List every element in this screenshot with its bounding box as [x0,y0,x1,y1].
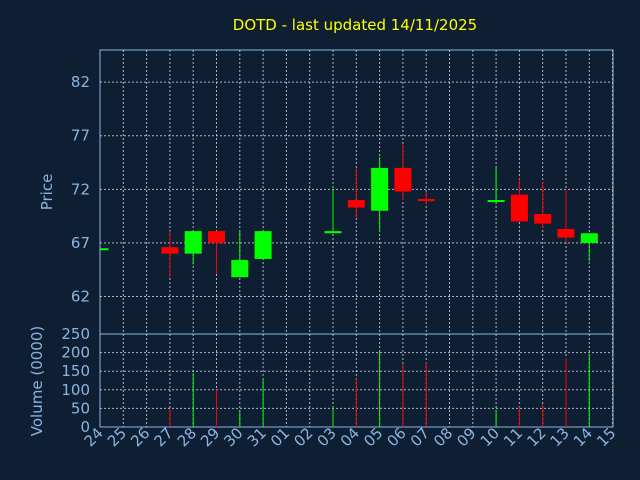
candle-04 [347,167,365,219]
candle-30 [231,231,249,278]
price-axis-label: Price [38,174,56,211]
candle-body [510,194,528,222]
price-y-tick-label: 82 [71,73,90,91]
candle-05 [371,157,389,233]
candle-29 [208,231,225,274]
candle-28 [184,231,202,265]
candle-body [487,200,505,203]
candle-07 [417,191,435,205]
chart-title: DOTD - last updated 14/11/2025 [233,16,477,34]
x-axis-label: Day [333,458,363,476]
candle-body [184,231,202,254]
candle-10 [487,167,505,205]
price-y-tick-label: 62 [71,287,90,305]
candle-12 [534,181,552,228]
candle-body [394,167,412,192]
candle-body [580,233,598,243]
candle-27 [161,231,179,278]
candle-06 [394,144,412,201]
candle-13 [557,189,575,243]
candle-31 [254,231,272,259]
candle-body [231,260,249,278]
candles [100,144,598,278]
volume-y-tick-label: 150 [61,362,90,380]
candle-body [100,248,109,251]
candle-body [161,247,179,254]
price-y-tick-label: 72 [71,180,90,198]
x-ticks: 2425262728293031010203040506070809101112… [81,424,620,450]
candle-body [417,198,435,202]
volume-y-tick-label: 200 [61,344,90,362]
candle-body [371,167,389,211]
candle-14 [580,233,598,262]
volume-bars [169,350,590,427]
price-panel: 62 67 72 77 82 [71,49,614,335]
volume-axis-label: Volume (0000) [28,326,46,436]
candle-body [208,231,225,243]
candle-body [254,231,272,259]
volume-y-tick-label: 50 [71,399,90,417]
candle-body [534,213,552,224]
price-y-tick-label: 77 [71,127,90,145]
volume-y-tick-label: 0 [80,418,90,436]
price-y-ticks: 62 67 72 77 82 [71,73,90,305]
price-y-tick-label: 67 [71,234,90,252]
candle-11 [510,178,528,222]
candle-body [557,228,575,238]
candle-body [324,231,342,234]
volume-y-tick-label: 100 [61,381,90,399]
volume-y-tick-label: 250 [61,325,90,343]
candle-body [347,200,365,208]
candle-03 [324,189,342,234]
candle-24 [100,248,109,251]
